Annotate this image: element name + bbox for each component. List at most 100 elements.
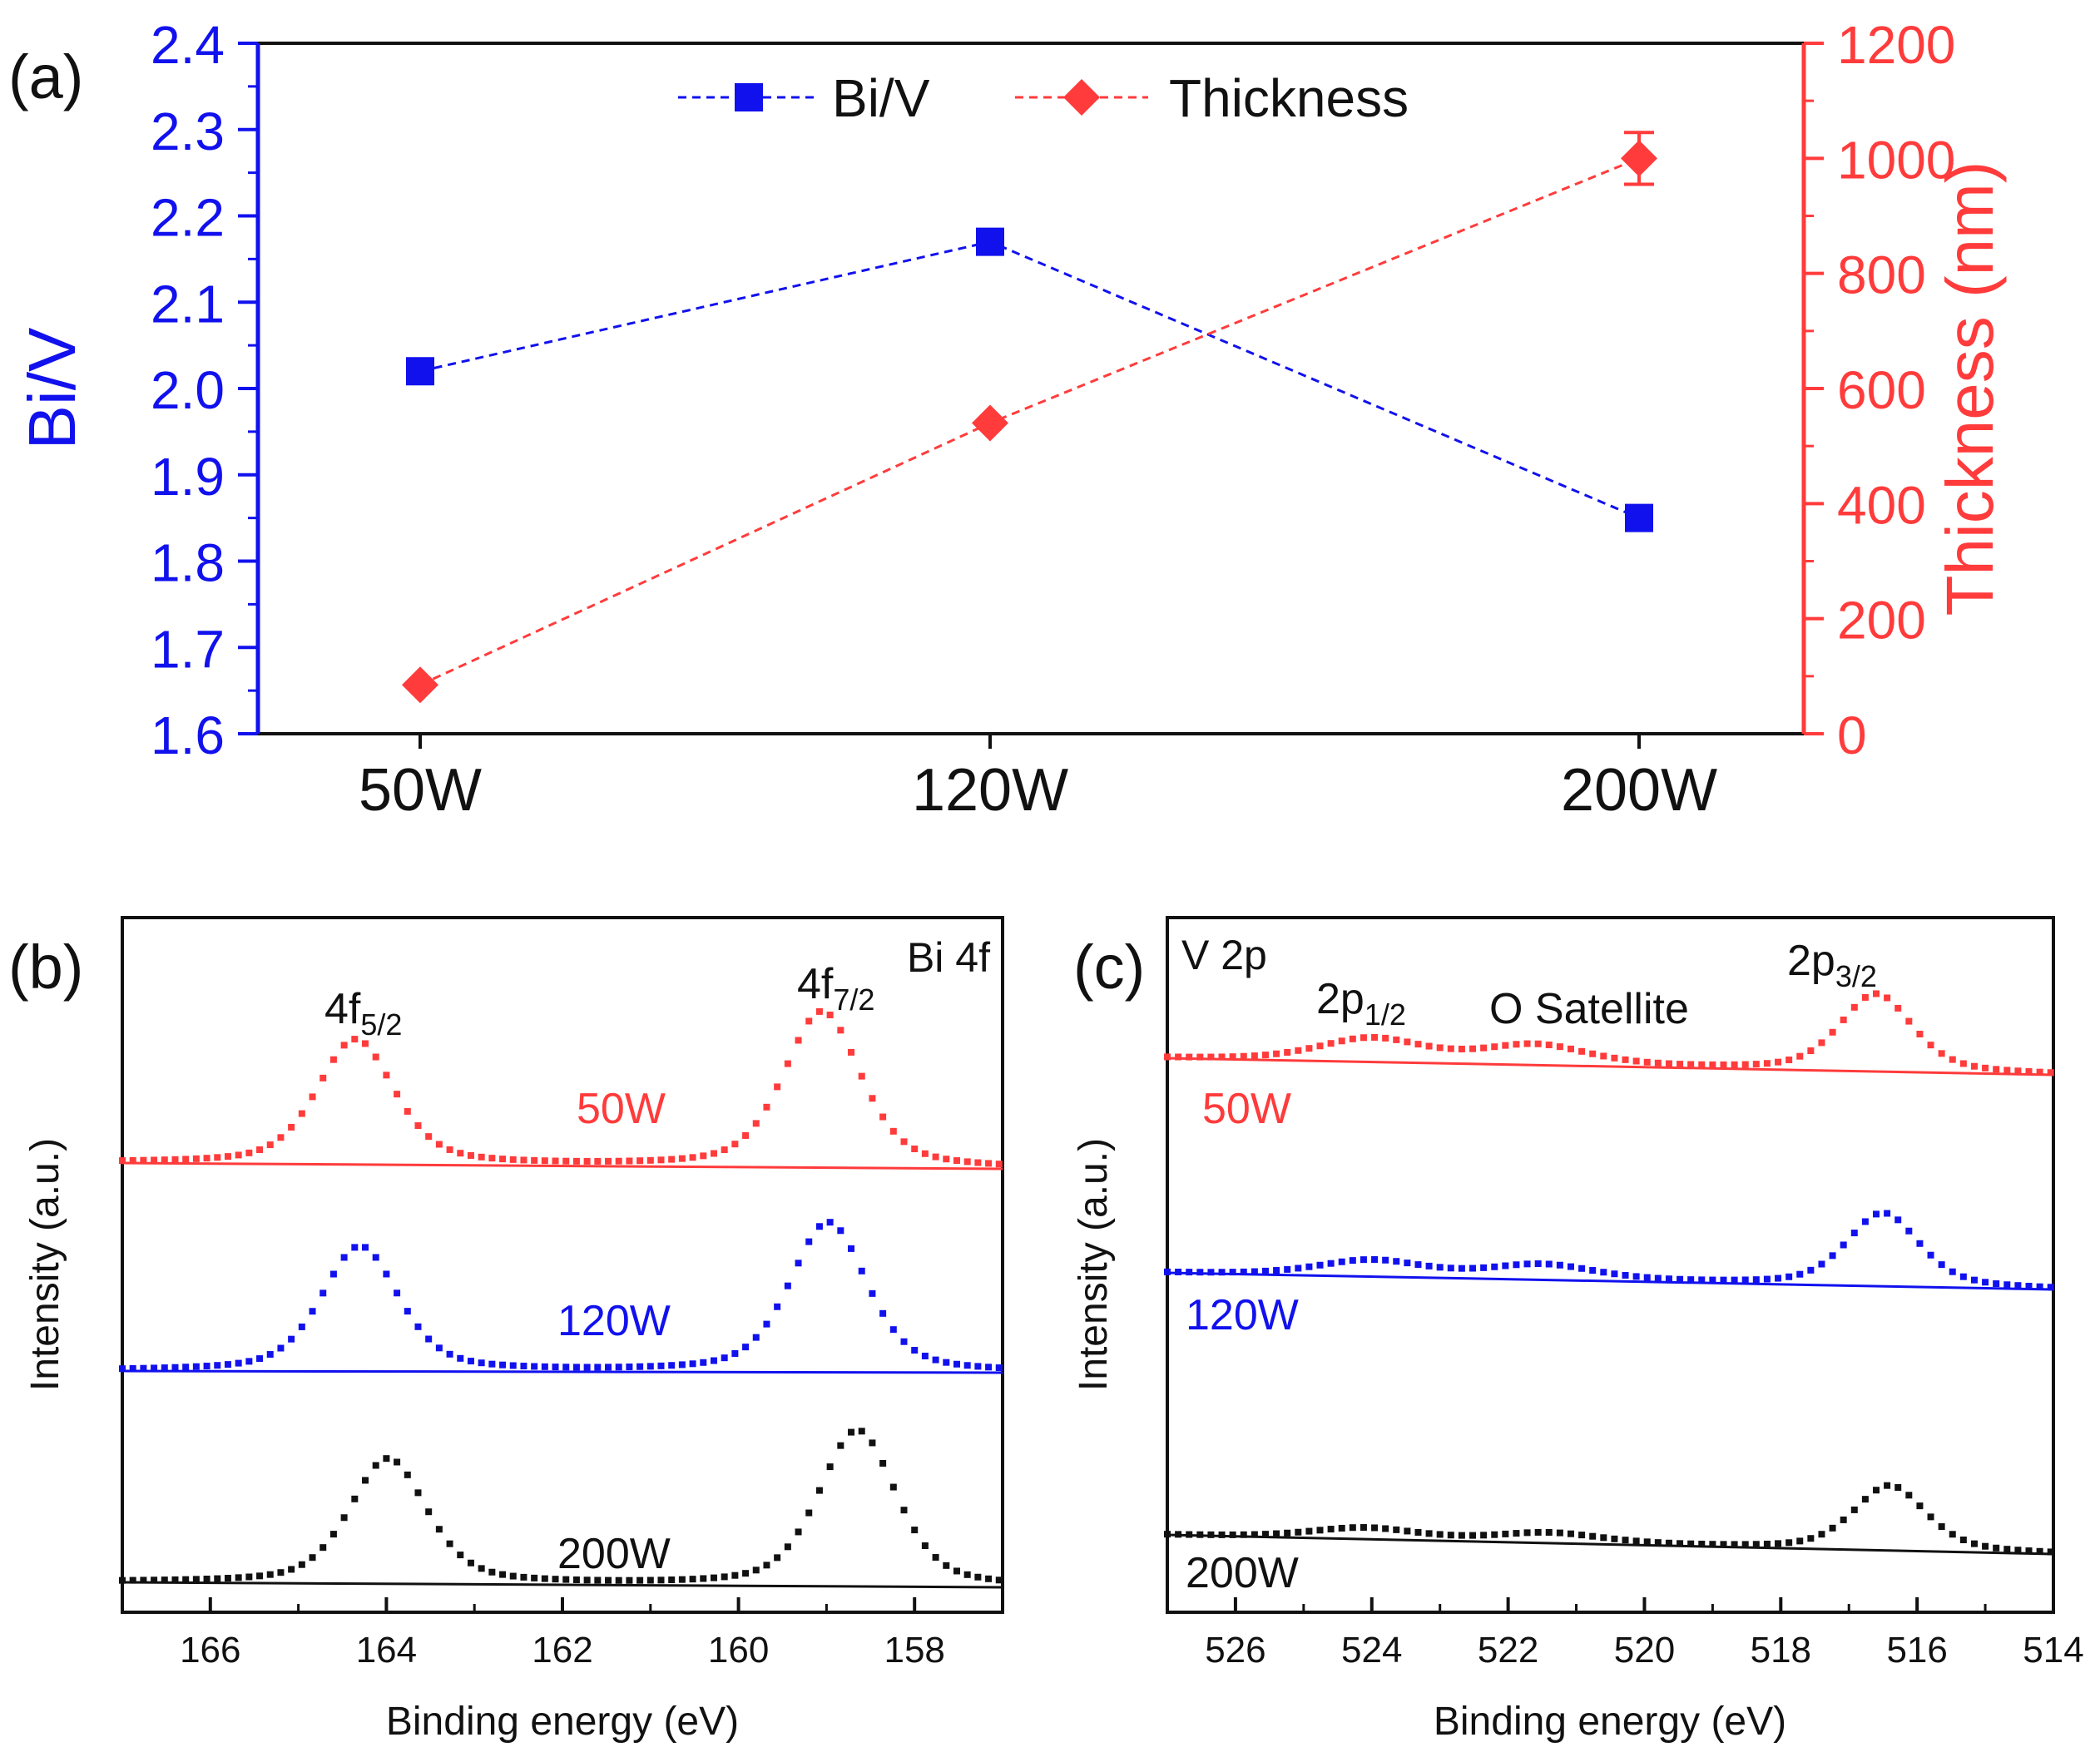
panel-c-point-50W bbox=[1752, 1061, 1760, 1068]
panel-b-point-50W bbox=[943, 1156, 950, 1163]
panel-b-point-120W bbox=[531, 1363, 538, 1370]
series-label-50w-c: 50W bbox=[1202, 1085, 1291, 1133]
panel-b-point-120W bbox=[636, 1363, 644, 1370]
panel-c-label: (c) bbox=[1073, 933, 1145, 1002]
panel-c-point-200W bbox=[1240, 1531, 1247, 1538]
panel-b-label: (b) bbox=[8, 933, 83, 1002]
panel-b-point-50W bbox=[499, 1156, 507, 1163]
panel-c-point-120W bbox=[1600, 1269, 1607, 1276]
right-axis-title: Thickness (nm) bbox=[1933, 161, 2007, 616]
panel-b-point-50W bbox=[298, 1110, 305, 1117]
panel-b-point-50W bbox=[774, 1083, 781, 1091]
panel-b-point-120W bbox=[478, 1359, 485, 1367]
panel-b-point-200W bbox=[319, 1544, 327, 1552]
panel-b-point-120W bbox=[784, 1282, 791, 1289]
panel-c-point-200W bbox=[1164, 1531, 1171, 1538]
panel-b-point-50W bbox=[689, 1154, 696, 1161]
panel-b-point-50W bbox=[151, 1156, 158, 1164]
panel-b-point-120W bbox=[394, 1289, 401, 1297]
panel-b-point-200W bbox=[119, 1576, 126, 1584]
panel-c-point-50W bbox=[1414, 1041, 1422, 1048]
panel-b-point-50W bbox=[858, 1072, 865, 1080]
thickness-point-50W bbox=[402, 666, 438, 704]
panel-b-point-120W bbox=[721, 1354, 728, 1362]
panel-c-point-120W bbox=[2047, 1284, 2054, 1291]
panel-c-point-50W bbox=[2025, 1068, 2033, 1076]
panel-b-point-200W bbox=[837, 1442, 844, 1449]
panel-c-point-200W bbox=[1850, 1506, 1858, 1513]
panel-b-point-50W bbox=[805, 1017, 813, 1025]
panel-c-point-120W bbox=[1349, 1257, 1356, 1265]
panel-c-point-200W bbox=[1861, 1496, 1869, 1503]
panel-b-point-200W bbox=[710, 1574, 717, 1581]
panel-c-point-200W bbox=[1785, 1539, 1793, 1547]
panel-b-point-120W bbox=[657, 1362, 665, 1369]
panel-c-point-50W bbox=[1829, 1028, 1836, 1036]
panel-b-point-120W bbox=[605, 1364, 612, 1371]
panel-b-point-200W bbox=[277, 1569, 285, 1576]
series-label-120w-c: 120W bbox=[1186, 1291, 1299, 1339]
panel-b-point-120W bbox=[362, 1244, 369, 1251]
left-axis-tick-label: 1.9 bbox=[151, 447, 225, 507]
panel-c-point-200W bbox=[1916, 1502, 1924, 1510]
panel-b-point-200W bbox=[478, 1565, 485, 1572]
panel-b-point-200W bbox=[129, 1576, 136, 1584]
panel-c-point-200W bbox=[1567, 1530, 1574, 1537]
panel-c-point-120W bbox=[1927, 1251, 1934, 1259]
panel-c-point-120W bbox=[1796, 1270, 1804, 1278]
panel-b-baseline-200W bbox=[121, 1581, 1003, 1589]
panel-c-point-50W bbox=[1164, 1053, 1171, 1061]
panel-c-point-50W bbox=[1643, 1058, 1651, 1066]
panel-b-point-200W bbox=[140, 1576, 147, 1584]
panel-b-point-200W bbox=[858, 1428, 865, 1435]
panel-b-point-120W bbox=[763, 1320, 770, 1328]
panel-c-point-50W bbox=[1207, 1053, 1215, 1061]
panel-c-point-200W bbox=[1894, 1483, 1902, 1491]
panel-b-point-200W bbox=[298, 1561, 305, 1568]
panel-c-point-50W bbox=[1284, 1048, 1291, 1056]
panel-c-point-200W bbox=[1709, 1541, 1716, 1548]
right-axis-tick-label: 1000 bbox=[1837, 130, 1955, 190]
panel-b-point-50W bbox=[900, 1138, 908, 1146]
panel-c-point-50W bbox=[1578, 1047, 1586, 1055]
panel-c-point-200W bbox=[1349, 1524, 1356, 1532]
panel-b-point-50W bbox=[488, 1155, 496, 1162]
panel-c-point-120W bbox=[1982, 1279, 1989, 1286]
panel-b-point-200W bbox=[921, 1542, 929, 1550]
panel-c-point-200W bbox=[1393, 1526, 1400, 1533]
panel-b-point-50W bbox=[256, 1146, 264, 1153]
panel-c-frame bbox=[1166, 916, 2055, 1614]
panel-b-point-120W bbox=[245, 1358, 253, 1365]
right-axis-tick-label: 600 bbox=[1837, 360, 1926, 420]
panel-b-point-200W bbox=[721, 1573, 728, 1581]
panel-b-point-50W bbox=[394, 1091, 401, 1098]
x-axis-tick-label: 50W bbox=[359, 757, 482, 824]
panel-c-point-120W bbox=[1240, 1268, 1247, 1275]
panel-c-point-50W bbox=[1382, 1034, 1389, 1042]
panel-c-point-200W bbox=[1873, 1487, 1880, 1494]
panel-b-point-200W bbox=[329, 1531, 337, 1538]
panel-b-point-50W bbox=[372, 1053, 379, 1061]
panel-b-point-120W bbox=[288, 1335, 295, 1343]
panel-c-point-120W bbox=[1175, 1268, 1182, 1275]
panel-b-point-120W bbox=[541, 1363, 548, 1370]
panel-b-point-200W bbox=[615, 1576, 622, 1584]
panel-b-point-120W bbox=[214, 1362, 221, 1369]
panel-b-point-200W bbox=[995, 1576, 1003, 1584]
panel-b-point-50W bbox=[235, 1151, 242, 1159]
panel-b-point-200W bbox=[911, 1527, 919, 1534]
panel-c-point-120W bbox=[1720, 1276, 1727, 1284]
panel-c-point-200W bbox=[1927, 1513, 1934, 1521]
panel-c-point-200W bbox=[1327, 1526, 1335, 1533]
panel-c-x-axis-title: Binding energy (eV) bbox=[1434, 1700, 1786, 1744]
panel-b-point-120W bbox=[572, 1364, 580, 1371]
panel-c-point-200W bbox=[1436, 1531, 1444, 1538]
panel-b-point-50W bbox=[425, 1133, 433, 1141]
panel-b-point-50W bbox=[646, 1156, 654, 1164]
right-axis-tick-label: 1200 bbox=[1837, 15, 1955, 75]
panel-b-point-200W bbox=[848, 1428, 855, 1436]
panel-c-x-tick-label: 514 bbox=[2023, 1630, 2083, 1670]
panel-c-point-120W bbox=[1196, 1269, 1204, 1276]
panel-c-point-120W bbox=[1305, 1263, 1313, 1270]
panel-c-point-50W bbox=[1763, 1060, 1771, 1067]
